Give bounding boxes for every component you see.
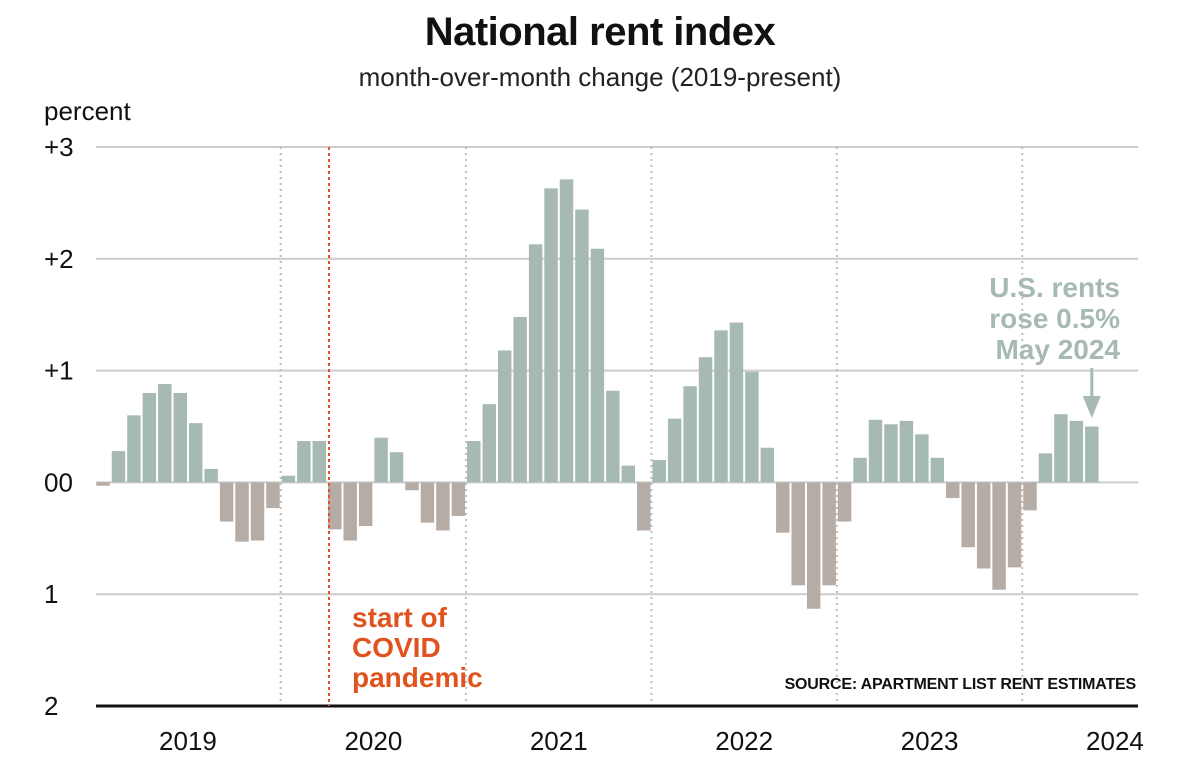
bar — [436, 482, 450, 531]
bar — [930, 457, 945, 483]
y-tick-label: 2 — [44, 691, 58, 721]
bar — [374, 437, 388, 483]
bar — [899, 420, 914, 483]
source-note: SOURCE: APARTMENT LIST RENT ESTIMATES — [785, 676, 1137, 693]
bar — [204, 468, 218, 483]
bar — [235, 482, 249, 542]
y-tick-label: +2 — [44, 244, 74, 274]
bar — [961, 482, 975, 548]
bar — [188, 423, 203, 483]
bar — [868, 419, 883, 483]
bar — [1069, 420, 1084, 483]
bar — [559, 179, 574, 483]
bar — [528, 244, 543, 483]
bar — [358, 482, 373, 527]
bar — [96, 482, 110, 486]
y-tick-label: +3 — [44, 132, 74, 162]
bar — [127, 415, 141, 483]
x-tick-label: 2020 — [344, 726, 402, 756]
bar — [297, 441, 311, 483]
bar — [328, 482, 342, 530]
bar — [667, 418, 682, 483]
x-tick-label: 2024 — [1086, 726, 1144, 756]
rent-note-line: rose 0.5% — [989, 303, 1120, 334]
bar — [714, 330, 728, 483]
rent-note-line: U.S. rents — [989, 272, 1120, 303]
rent-note-line: May 2024 — [995, 334, 1120, 365]
x-tick-label: 2023 — [901, 726, 959, 756]
covid-annotation-line: pandemic — [352, 662, 483, 693]
bar — [837, 482, 852, 522]
bar — [791, 482, 805, 586]
bar — [822, 482, 836, 586]
bar — [590, 248, 605, 483]
bar — [1038, 453, 1053, 483]
bar — [482, 404, 496, 483]
bar — [467, 441, 481, 483]
bar — [729, 322, 744, 483]
bar — [976, 482, 991, 569]
bars-layer — [96, 179, 1099, 609]
covid-annotation-line: start of — [352, 602, 448, 633]
bar — [652, 460, 666, 483]
y-axis-unit-label: percent — [44, 96, 131, 126]
bar — [1054, 414, 1068, 483]
bar — [343, 482, 357, 541]
bar — [281, 475, 296, 483]
bar — [760, 447, 775, 483]
chart-subtitle: month-over-month change (2019-present) — [358, 62, 842, 92]
note-arrow-head — [1082, 396, 1101, 418]
bar — [621, 465, 636, 483]
bar — [389, 452, 404, 483]
axis-layer: +3 +2 +1 00 1 2 2019 2020 2021 2022 2023 2024 — [44, 132, 1144, 756]
bar — [405, 482, 419, 491]
y-tick-label: +1 — [44, 356, 74, 386]
y-tick-label: 00 — [44, 467, 73, 497]
bar — [250, 482, 265, 541]
bar — [219, 482, 234, 522]
bar — [698, 357, 713, 483]
bar — [806, 482, 821, 609]
bar — [111, 451, 126, 483]
chart-title: National rent index — [424, 10, 776, 54]
bar — [1085, 426, 1099, 483]
bar — [992, 482, 1006, 590]
bar — [745, 371, 759, 483]
bar — [142, 392, 157, 483]
bar — [451, 482, 466, 516]
bar — [1007, 482, 1022, 568]
bar — [575, 209, 589, 483]
bar — [173, 392, 187, 483]
bar — [683, 386, 697, 483]
bar — [420, 482, 435, 523]
bar — [266, 482, 280, 509]
bar — [312, 441, 327, 483]
bar — [946, 482, 960, 499]
bar — [1023, 482, 1037, 511]
x-tick-label: 2022 — [715, 726, 773, 756]
bar — [606, 390, 620, 483]
bar — [853, 457, 867, 483]
bar — [513, 316, 527, 483]
bar — [637, 482, 651, 531]
bar — [776, 482, 790, 533]
bar — [497, 350, 512, 483]
y-tick-label: 1 — [44, 579, 58, 609]
bar — [158, 384, 172, 483]
covid-annotation-line: COVID — [352, 632, 441, 663]
bar — [915, 434, 929, 483]
x-tick-label: 2019 — [159, 726, 217, 756]
bar — [884, 424, 898, 483]
x-tick-label: 2021 — [530, 726, 588, 756]
bar — [544, 188, 558, 483]
